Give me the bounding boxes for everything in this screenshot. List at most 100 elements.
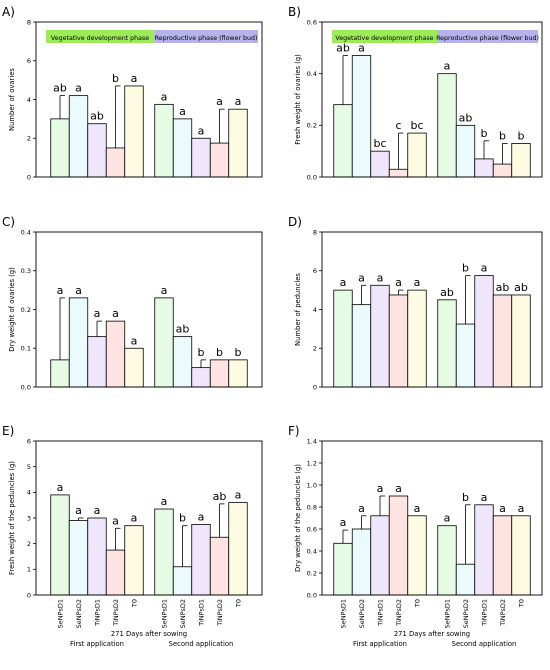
y-axis-label: Number of peduncles — [294, 273, 302, 346]
legend-vegetative-swatch — [46, 30, 155, 43]
bar — [191, 137, 211, 178]
y-tick-label: 4 — [27, 96, 31, 104]
bar — [437, 525, 457, 596]
significance-letter: a — [395, 276, 402, 289]
significance-letter: a — [235, 95, 242, 108]
significance-letter: a — [377, 271, 384, 284]
bar — [492, 294, 513, 388]
bar — [388, 495, 409, 596]
bar — [68, 95, 89, 178]
significance-letter: bc — [410, 119, 423, 132]
bar — [333, 104, 353, 178]
y-tick-label: 8 — [27, 18, 31, 26]
significance-letter: a — [235, 489, 242, 502]
y-axis-label: Number of ovaries — [8, 68, 16, 131]
panel-label: A) — [2, 5, 15, 19]
significance-letter: a — [75, 284, 82, 297]
significance-letter: a — [358, 271, 365, 284]
y-tick-label: 0 — [27, 591, 31, 599]
legend-vegetative-swatch — [332, 30, 438, 43]
significance-letter: a — [131, 72, 138, 85]
bar — [87, 123, 107, 178]
y-tick-label: 0.4 — [307, 70, 317, 78]
significance-letter: ab — [459, 111, 473, 124]
bar — [124, 347, 144, 388]
bar — [455, 563, 476, 596]
bar — [228, 502, 248, 596]
bar — [455, 124, 476, 178]
legend-vegetative-label: Vegetative development phase — [335, 35, 433, 42]
significance-letter: b — [499, 129, 506, 142]
y-tick-label: 1 — [27, 566, 31, 574]
y-tick-label: 2 — [27, 135, 31, 143]
group-label: First application — [353, 640, 407, 648]
y-tick-label: 0.6 — [307, 525, 317, 533]
bar — [209, 359, 230, 388]
significance-letter: a — [198, 124, 205, 137]
y-tick-label: 0.4 — [307, 547, 317, 555]
legend-vegetative-label: Vegetative development phase — [51, 35, 149, 42]
bar — [370, 150, 390, 178]
treatment-tick-label: SeNPsD1 — [57, 599, 65, 628]
bar — [154, 297, 174, 388]
y-tick-label: 3 — [27, 514, 31, 522]
treatment-tick-label: SeNPsD2 — [179, 599, 187, 628]
y-tick-label: 6 — [27, 57, 31, 65]
bar — [407, 289, 427, 388]
y-axis-label: Dry weight of the peduncles (g) — [294, 464, 302, 572]
y-tick-label: 0.2 — [307, 122, 317, 130]
treatment-tick-label: TiNPsD2 — [112, 599, 120, 627]
bar — [191, 524, 211, 596]
plot-frame — [321, 21, 543, 178]
y-axis-label: Fresh weight of ovaries (g) — [294, 54, 302, 145]
significance-letter: a — [414, 502, 421, 515]
significance-letter: b — [462, 262, 469, 275]
significance-letter: a — [340, 276, 347, 289]
group-label: First application — [70, 640, 124, 648]
bar — [474, 275, 494, 388]
bar — [437, 299, 457, 388]
significance-letter: a — [414, 276, 421, 289]
treatment-tick-label: T0 — [518, 599, 526, 608]
bar — [50, 494, 70, 596]
y-tick-label: 6 — [27, 437, 31, 445]
y-axis-label: Fresh weight of the peduncles (g) — [8, 461, 16, 575]
significance-letter: a — [481, 262, 488, 275]
y-tick-label: 8 — [313, 228, 317, 236]
bar — [455, 323, 476, 388]
legend-reproductive-swatch — [437, 30, 538, 43]
bar — [333, 289, 353, 388]
y-tick-label: 0.4 — [21, 228, 31, 236]
significance-letter: bc — [373, 137, 386, 150]
bar — [172, 336, 193, 388]
bar — [407, 515, 427, 596]
bar — [154, 508, 174, 596]
y-tick-label: 1.4 — [307, 437, 317, 445]
significance-letter: b — [179, 512, 186, 525]
bar — [191, 367, 211, 388]
significance-letter: a — [161, 284, 168, 297]
bar — [87, 336, 107, 388]
treatment-tick-label: TiNPsD2 — [499, 599, 507, 627]
significance-letter: a — [377, 482, 384, 495]
bar — [388, 168, 409, 178]
significance-letter: ab — [496, 281, 510, 294]
panel-a: A) Vegetative development phase Reproducti… — [2, 5, 263, 181]
bar — [511, 294, 531, 388]
y-tick-label: 0.3 — [21, 267, 31, 275]
panel-label: D) — [288, 215, 302, 229]
bar — [228, 108, 248, 178]
x-axis-label: 271 Days after sowing — [394, 630, 470, 638]
plot-frame — [321, 440, 543, 596]
panel-label: C) — [2, 215, 15, 229]
significance-letter: ab — [53, 82, 67, 95]
significance-letter: a — [481, 491, 488, 504]
panel-label: B) — [288, 5, 301, 19]
significance-letter: ab — [90, 110, 104, 123]
significance-letter: a — [444, 60, 451, 73]
significance-letter: a — [179, 105, 186, 118]
bar — [50, 118, 70, 178]
